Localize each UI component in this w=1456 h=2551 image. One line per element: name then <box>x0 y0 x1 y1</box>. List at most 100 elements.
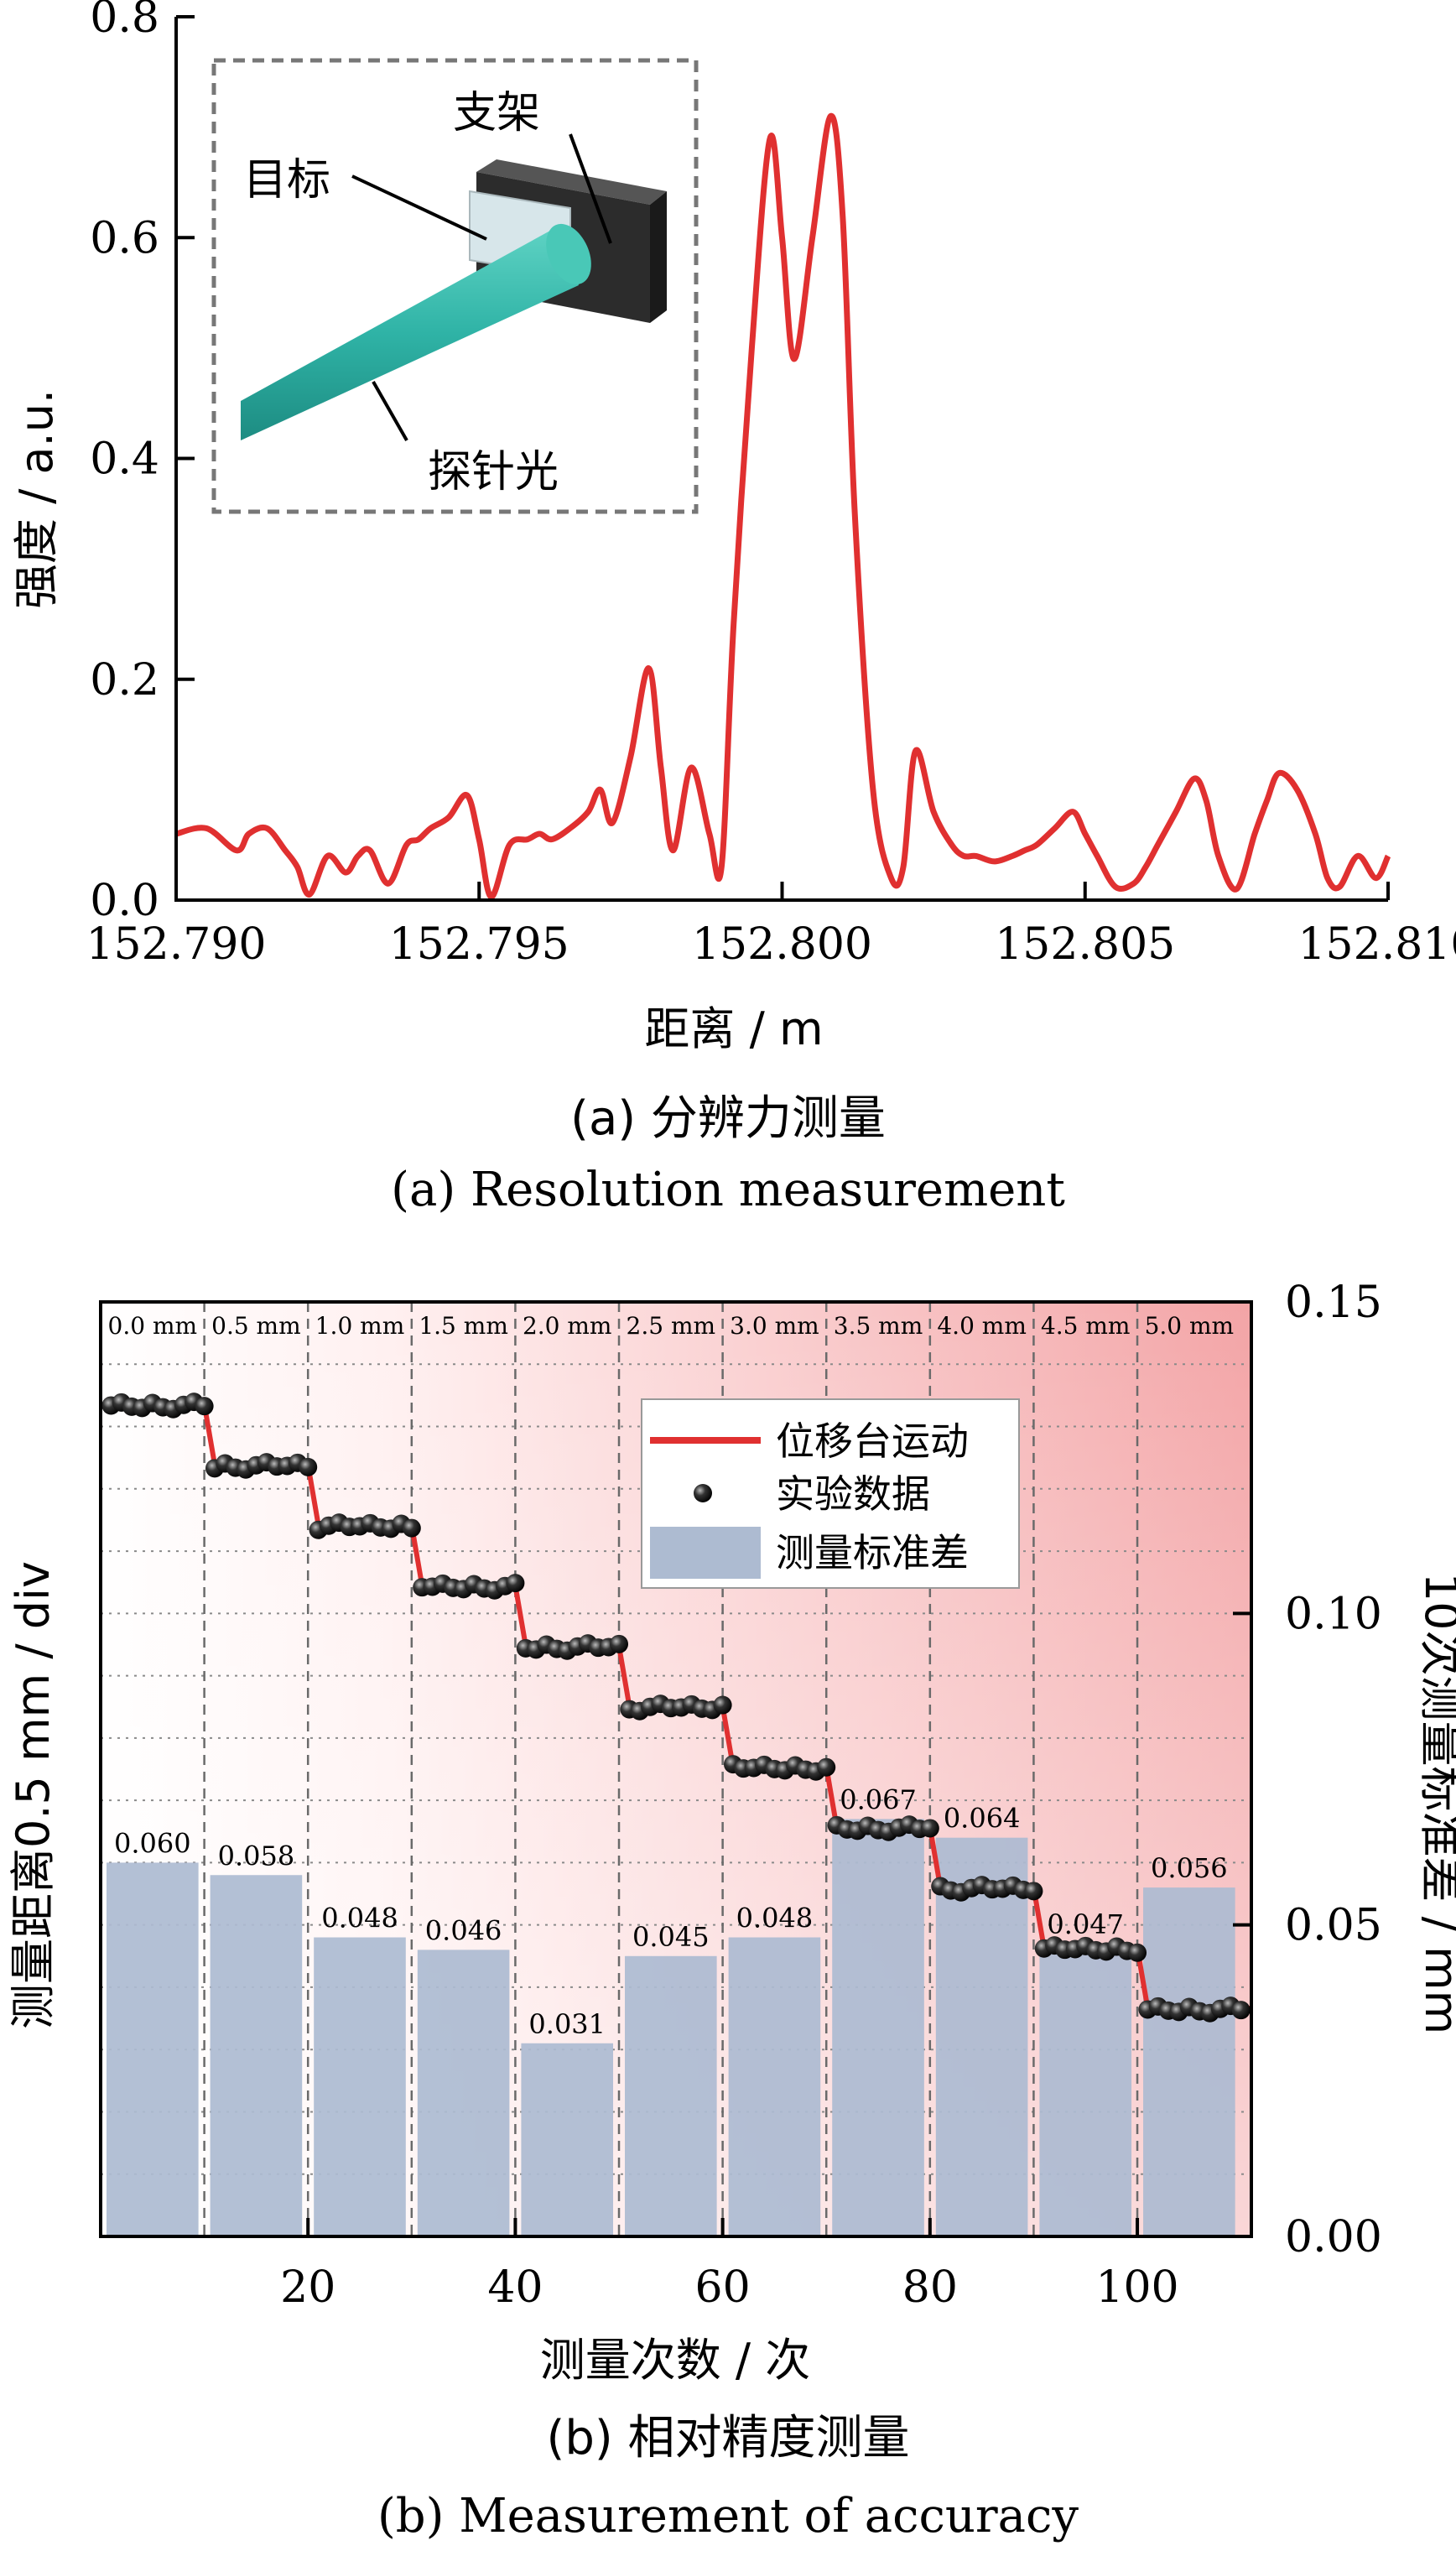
probe-leader <box>372 381 408 441</box>
segment-label: 3.5 mm <box>834 1312 923 1340</box>
std-bar <box>625 1955 717 2236</box>
b-x-tick-label: 80 <box>902 2262 958 2313</box>
inset-border <box>211 58 699 514</box>
std-bar <box>417 1950 510 2236</box>
bar-value-label: 0.045 <box>632 1921 710 1953</box>
a-x-tick-label: 152.805 <box>995 919 1175 970</box>
bracket-top <box>476 159 667 205</box>
a-y-tick-label: 0.0 <box>90 876 159 926</box>
bar-value-label: 0.060 <box>114 1827 191 1859</box>
b-y2-ticks: 0.00 0.05 0.10 0.15 <box>1233 1278 1382 2262</box>
probe-beam <box>241 226 579 440</box>
data-point <box>506 1574 525 1593</box>
b-y-axis-label: 测量距离0.5 mm / div <box>7 1561 60 2029</box>
segment-label: 1.0 mm <box>315 1312 405 1340</box>
a-x-ticks: 152.790 152.795 152.800 152.805 152.810 <box>86 882 1456 970</box>
std-bar <box>832 1819 924 2236</box>
bracket-side <box>650 191 667 323</box>
b-y2-tick-label: 0.15 <box>1285 1278 1382 1328</box>
inset-label-target: 目标 <box>243 155 330 206</box>
a-y-ticks: 0.0 0.2 0.4 0.6 0.8 <box>90 0 195 926</box>
segment-label: 3.0 mm <box>730 1312 819 1340</box>
std-bar <box>107 1862 199 2236</box>
data-point <box>299 1457 318 1476</box>
b-y2-tick-label: 0.00 <box>1285 2212 1382 2262</box>
bar-value-label: 0.046 <box>425 1914 502 1946</box>
segment-label: 2.5 mm <box>627 1312 716 1340</box>
b-x-tick-label: 60 <box>695 2262 751 2313</box>
b-y2-tick-label: 0.10 <box>1285 1589 1382 1639</box>
bar-value-label: 0.067 <box>840 1783 917 1815</box>
data-point <box>195 1397 214 1416</box>
segment-label: 0.5 mm <box>211 1312 301 1340</box>
a-x-tick-label: 152.795 <box>389 919 569 970</box>
bar-value-label: 0.048 <box>736 1903 814 1934</box>
a-x-axis-label: 距离 / m <box>644 1002 823 1055</box>
data-point <box>1128 1943 1147 1962</box>
std-bar <box>1039 1943 1132 2236</box>
b-segment-labels: 0.0 mm 0.5 mm 1.0 mm 1.5 mm 2.0 mm 2.5 mm 3.0 … <box>108 1312 1235 1340</box>
a-y-tick-label: 0.4 <box>90 435 159 485</box>
b-bars <box>107 1819 1235 2236</box>
std-bar <box>521 2043 614 2236</box>
resolution-chart: 0.00.20.40.60.8 152.790 152.795 152.800 152… <box>10 0 1456 1217</box>
segment-label: 5.0 mm <box>1145 1312 1235 1340</box>
inset: 目标 支架 探针光 <box>211 58 699 514</box>
b-bar-labels: 0.060 0.058 0.048 0.046 0.031 0.045 0.048 0.067… <box>114 1783 1228 2039</box>
b-x-axis-label: 测量次数 / 次 <box>540 2334 811 2387</box>
a-y-tick-label: 0.8 <box>90 0 159 43</box>
a-y-axis-label: 强度 / a.u. <box>10 389 63 609</box>
b-y2-axis-label: 10次测量标准差 / mm <box>1415 1573 1456 2034</box>
data-point <box>402 1518 421 1538</box>
legend-point-swatch <box>694 1484 712 1502</box>
bar-value-label: 0.056 <box>1151 1852 1228 1884</box>
std-bar <box>728 1937 821 2236</box>
std-bar <box>1143 1887 1235 2236</box>
b-experimental-points <box>101 1393 1251 2023</box>
bar-value-label: 0.031 <box>528 2008 606 2040</box>
b-caption-cn: (b) 相对精度测量 <box>546 2411 909 2465</box>
bracket-leader <box>569 133 612 244</box>
bar-value-label: 0.048 <box>321 1903 398 1934</box>
legend-label-stage: 位移台运动 <box>776 1419 969 1464</box>
target-leader <box>351 174 487 241</box>
std-bar <box>210 1875 303 2236</box>
data-point <box>713 1695 732 1715</box>
a-caption-en: (a) Resolution measurement <box>391 1163 1065 1217</box>
b-x-tick-label: 20 <box>280 2262 335 2313</box>
b-x-tick-label: 40 <box>487 2262 543 2313</box>
inset-label-probe: 探针光 <box>428 447 559 497</box>
b-x-tick-label: 100 <box>1095 2262 1178 2313</box>
a-y-tick-label: 0.2 <box>90 655 159 705</box>
segment-label: 2.0 mm <box>523 1312 612 1340</box>
data-point <box>1024 1882 1043 1901</box>
b-legend: 位移台运动 实验数据 测量标准差 <box>641 1398 1020 1589</box>
segment-label: 4.0 mm <box>937 1312 1027 1340</box>
b-plot-frame <box>99 1300 1253 2238</box>
b-caption-en: (b) Measurement of accuracy <box>377 2489 1079 2543</box>
data-point <box>1231 2001 1251 2020</box>
segment-label: 1.5 mm <box>419 1312 508 1340</box>
data-point <box>610 1634 629 1653</box>
std-bar <box>935 1837 1028 2236</box>
bar-value-label: 0.064 <box>944 1803 1021 1835</box>
a-axes <box>174 17 1388 902</box>
legend-label-data: 实验数据 <box>776 1471 930 1517</box>
data-point <box>817 1757 836 1777</box>
a-y-tick-label: 0.6 <box>90 213 159 263</box>
probe-end <box>546 223 591 285</box>
inset-label-bracket: 支架 <box>453 88 540 138</box>
a-caption-cn: (a) 分辨力测量 <box>570 1091 886 1146</box>
legend-bar-swatch <box>650 1527 761 1579</box>
data-point <box>920 1819 939 1838</box>
a-x-tick-label: 152.800 <box>692 919 872 970</box>
b-y2-tick-label: 0.05 <box>1285 1901 1382 1951</box>
bar-value-label: 0.047 <box>1047 1908 1124 1940</box>
a-x-tick-label: 152.810 <box>1297 919 1456 970</box>
std-bar <box>314 1937 406 2236</box>
legend-label-std: 测量标准差 <box>776 1530 969 1575</box>
bar-value-label: 0.058 <box>218 1840 295 1872</box>
intensity-series-line <box>175 112 1391 900</box>
accuracy-chart: 0.0 mm 0.5 mm 1.0 mm 1.5 mm 2.0 mm 2.5 mm 3.0 … <box>7 1278 1456 2543</box>
